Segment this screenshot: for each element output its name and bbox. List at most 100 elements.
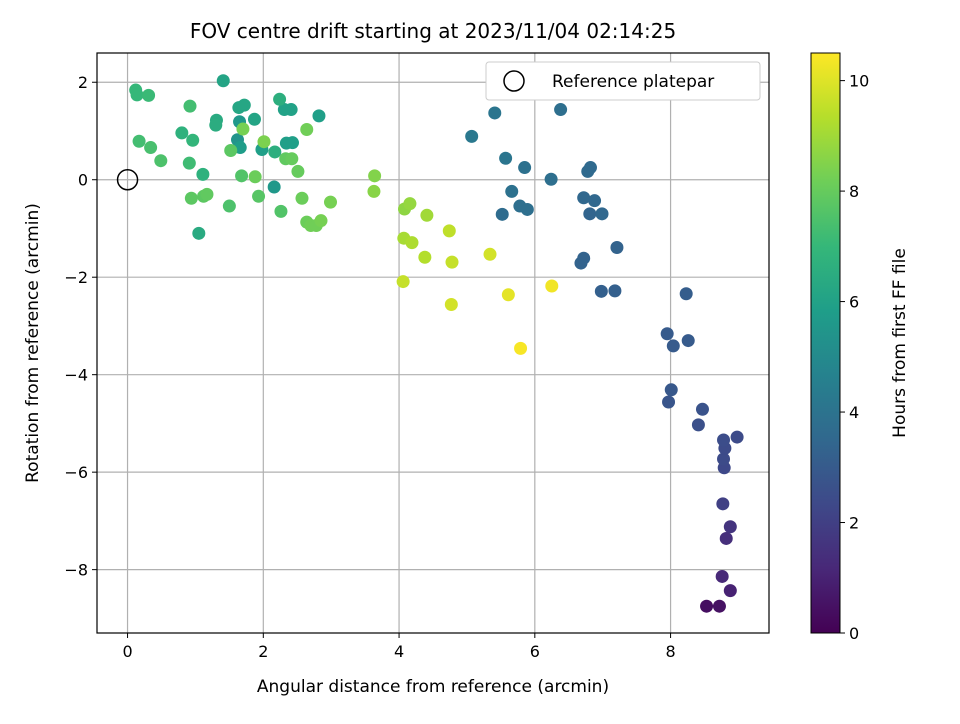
data-point — [285, 136, 299, 150]
data-point — [554, 103, 568, 117]
data-point — [267, 180, 281, 194]
data-point — [501, 288, 515, 302]
colorbar-tick-label: 0 — [849, 624, 859, 643]
data-point — [691, 418, 705, 432]
colorbar-tick-label: 2 — [849, 514, 859, 533]
data-point — [700, 599, 714, 613]
data-point — [295, 191, 309, 205]
x-tick-label: 8 — [665, 642, 675, 661]
data-point — [465, 129, 479, 143]
y-tick-label: −4 — [64, 366, 88, 385]
data-point — [715, 569, 729, 583]
data-point — [368, 169, 382, 183]
data-point — [268, 145, 282, 159]
y-tick-label: 2 — [78, 73, 88, 92]
plot-area — [97, 53, 769, 633]
data-point — [499, 151, 513, 165]
data-point — [200, 187, 214, 201]
legend: Reference platepar — [485, 61, 761, 101]
data-point — [583, 161, 597, 175]
data-point — [418, 250, 432, 264]
reference-marker-group — [116, 168, 139, 191]
y-axis-label: Rotation from reference (arcmin) — [23, 203, 43, 483]
y-tick-label: 0 — [78, 171, 88, 190]
data-point — [192, 226, 206, 240]
x-tick-label: 6 — [530, 642, 540, 661]
data-point — [730, 430, 744, 444]
colorbar-tick-label: 6 — [849, 293, 859, 312]
data-point — [274, 204, 288, 218]
x-tick-label: 4 — [394, 642, 404, 661]
data-point — [285, 152, 299, 166]
x-axis-ticks: 0 2 4 6 8 — [122, 633, 676, 661]
data-point — [252, 189, 266, 203]
data-point — [518, 161, 532, 175]
data-point — [666, 339, 680, 353]
colorbar-tick-label: 10 — [849, 72, 869, 91]
legend-box — [485, 61, 761, 101]
reference-marker-icon — [116, 168, 139, 191]
y-tick-label: −6 — [64, 463, 88, 482]
y-axis-ticks: −8 −6 −4 −2 0 2 — [64, 73, 97, 580]
data-point — [324, 195, 338, 209]
y-tick-label: −8 — [64, 561, 88, 580]
data-point — [367, 184, 381, 198]
data-point — [681, 334, 695, 348]
legend-marker-icon — [503, 70, 525, 92]
data-point — [248, 170, 262, 184]
data-point — [132, 134, 146, 148]
y-tick-label: −2 — [64, 268, 88, 287]
colorbar: 0 2 4 6 8 10 Hours from first FF file — [810, 52, 910, 643]
data-point — [723, 584, 737, 598]
data-point — [209, 118, 223, 132]
data-point — [488, 106, 502, 120]
data-point — [723, 520, 737, 534]
plot-frame — [96, 52, 770, 634]
data-point — [664, 383, 678, 397]
data-points — [129, 74, 744, 613]
data-point — [236, 122, 250, 136]
data-point — [154, 154, 168, 168]
colorbar-label: Hours from first FF file — [890, 248, 910, 438]
data-point — [291, 164, 305, 178]
data-point — [514, 341, 528, 355]
data-point — [583, 207, 597, 221]
data-point — [505, 184, 519, 198]
data-point — [520, 202, 534, 216]
data-point — [444, 297, 458, 311]
data-point — [483, 247, 497, 261]
data-point — [588, 194, 602, 208]
data-point — [222, 199, 236, 213]
data-point — [300, 123, 314, 137]
data-point — [595, 207, 609, 221]
x-axis-label: Angular distance from reference (arcmin) — [257, 677, 609, 697]
colorbar-ticks: 0 2 4 6 8 10 — [840, 72, 869, 643]
data-point — [712, 599, 726, 613]
x-tick-label: 2 — [258, 642, 268, 661]
data-point — [442, 224, 456, 238]
data-point — [594, 284, 608, 298]
data-point — [196, 167, 210, 181]
data-point — [130, 88, 144, 102]
colorbar-tick-label: 8 — [849, 182, 859, 201]
data-point — [719, 531, 733, 545]
legend-label: Reference platepar — [552, 72, 714, 92]
data-point — [284, 103, 298, 117]
data-point — [660, 327, 674, 341]
data-point — [403, 197, 417, 211]
data-point — [717, 433, 731, 447]
data-point — [182, 156, 196, 170]
data-point — [312, 109, 326, 123]
data-point — [224, 143, 238, 157]
data-point — [717, 452, 731, 466]
data-point — [186, 133, 200, 147]
data-point — [142, 88, 156, 102]
data-point — [237, 98, 251, 112]
data-point — [235, 169, 249, 183]
data-point — [184, 191, 198, 205]
data-point — [577, 251, 591, 265]
data-point — [175, 126, 189, 140]
data-point — [662, 395, 676, 409]
data-point — [144, 141, 158, 155]
